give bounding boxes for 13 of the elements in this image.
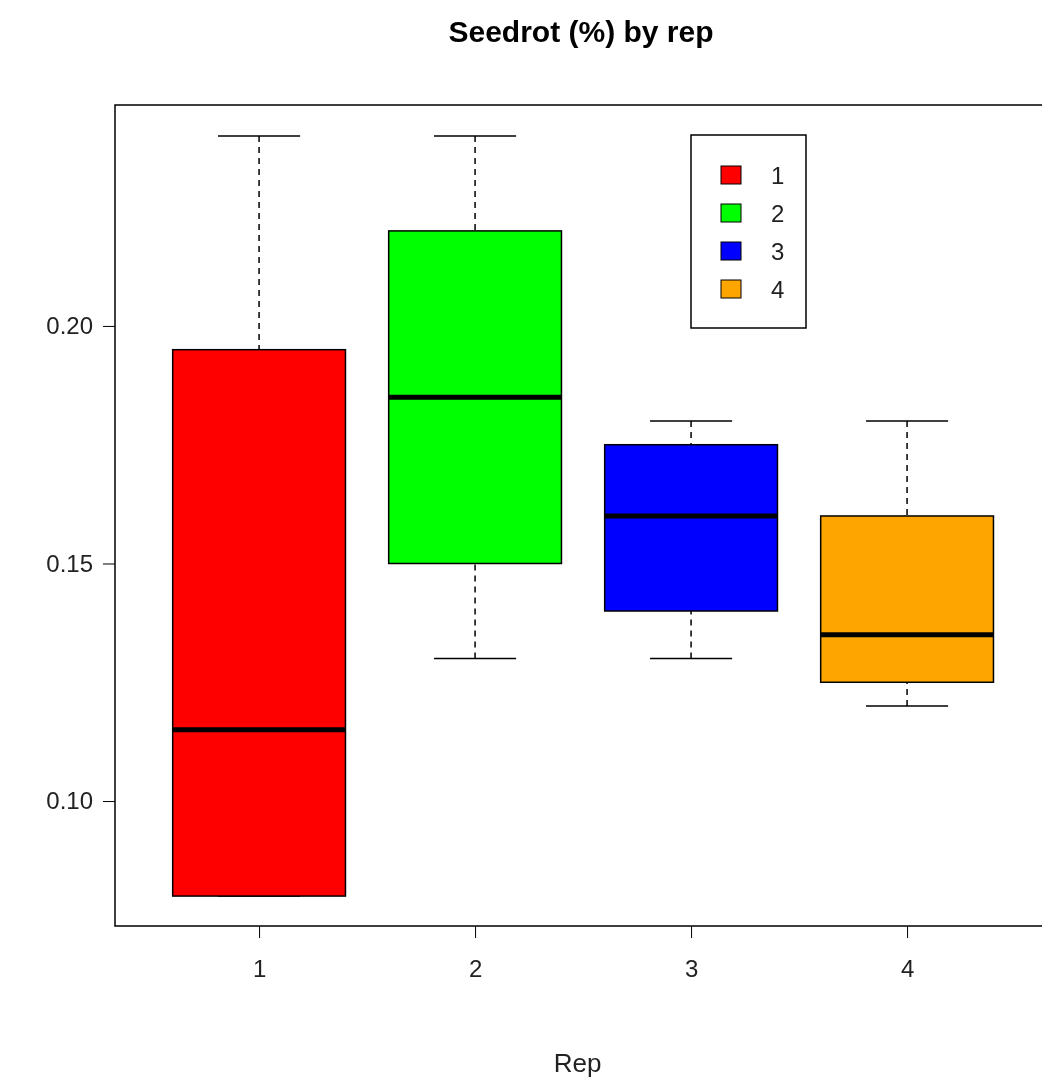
x-tick-label: 2 <box>468 955 483 983</box>
legend-label: 4 <box>771 276 785 303</box>
y-tick-label: 0.20 <box>46 312 93 340</box>
y-tick-label: 0.15 <box>46 549 93 577</box>
x-tick-label: 1 <box>252 955 267 983</box>
x-tick-label: 4 <box>900 955 915 983</box>
legend-label: 1 <box>771 162 785 189</box>
legend-label: 2 <box>771 200 785 227</box>
x-axis-title: Rep <box>553 1048 602 1078</box>
chart-title: Seedrot (%) by rep <box>448 15 714 48</box>
legend-label: 3 <box>771 238 785 265</box>
x-tick-label: 3 <box>684 955 699 983</box>
y-tick-label: 0.10 <box>46 787 93 815</box>
